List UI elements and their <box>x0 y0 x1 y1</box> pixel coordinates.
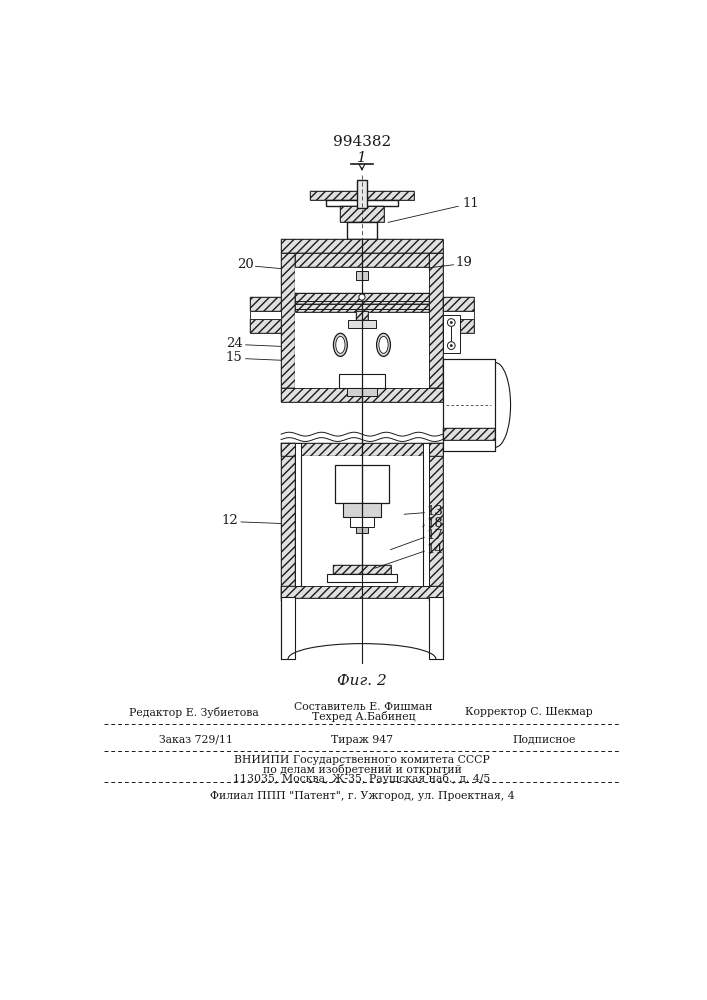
Bar <box>351 517 373 527</box>
Text: Подписное: Подписное <box>513 735 576 745</box>
Bar <box>281 253 295 388</box>
Bar <box>346 388 378 396</box>
Bar <box>281 388 443 402</box>
Text: Тираж 947: Тираж 947 <box>331 735 393 745</box>
Bar <box>346 222 378 239</box>
Text: Заказ 729/11: Заказ 729/11 <box>160 735 233 745</box>
Bar <box>281 443 295 601</box>
Bar <box>281 586 443 598</box>
Bar <box>295 304 429 312</box>
Bar <box>429 253 443 388</box>
Text: 17: 17 <box>426 529 443 542</box>
Bar <box>429 443 443 601</box>
Ellipse shape <box>377 333 390 356</box>
Text: Редактор Е. Зубиетова: Редактор Е. Зубиетова <box>129 707 259 718</box>
Bar <box>281 443 443 456</box>
Bar <box>356 527 368 533</box>
Bar <box>281 253 295 388</box>
Ellipse shape <box>336 336 345 353</box>
Bar <box>429 597 443 659</box>
Text: Составитель Е. Фишман: Составитель Е. Фишман <box>294 702 433 712</box>
Bar <box>295 304 429 312</box>
Bar <box>281 443 443 456</box>
Text: 20: 20 <box>237 258 253 271</box>
Bar <box>443 319 474 333</box>
Bar <box>335 465 389 503</box>
Bar <box>443 428 495 440</box>
Ellipse shape <box>334 333 347 356</box>
Text: по делам изобретений и открытий: по делам изобретений и открытий <box>262 764 462 775</box>
Text: 1: 1 <box>357 151 367 165</box>
Bar <box>281 239 443 253</box>
Bar <box>356 311 368 320</box>
Circle shape <box>450 344 452 347</box>
Bar <box>343 503 381 517</box>
Bar <box>250 311 281 319</box>
Bar <box>281 388 443 402</box>
Bar <box>326 200 398 206</box>
Text: 13: 13 <box>426 505 443 518</box>
Bar <box>339 374 385 388</box>
Bar <box>333 565 391 574</box>
Bar <box>340 206 383 222</box>
Bar <box>443 315 460 353</box>
Bar <box>281 239 443 253</box>
Text: 12: 12 <box>221 514 238 527</box>
Bar <box>250 319 281 333</box>
Text: Филиал ППП "Патент", г. Ужгород, ул. Проектная, 4: Филиал ППП "Патент", г. Ужгород, ул. Про… <box>210 791 514 801</box>
Bar <box>295 293 429 304</box>
Bar <box>356 271 368 280</box>
Bar <box>333 565 391 574</box>
Text: 18: 18 <box>426 517 443 530</box>
Circle shape <box>448 319 455 326</box>
Circle shape <box>359 294 365 300</box>
Bar <box>423 443 429 586</box>
Text: 24: 24 <box>226 337 243 350</box>
Bar <box>356 311 368 320</box>
Bar <box>443 311 474 319</box>
Bar <box>429 443 443 601</box>
Bar <box>250 297 281 311</box>
Bar <box>340 206 383 222</box>
Text: Корректор С. Шекмар: Корректор С. Шекмар <box>465 707 593 717</box>
Bar <box>429 253 443 388</box>
Text: Техред А.Бабинец: Техред А.Бабинец <box>312 711 415 722</box>
Bar <box>301 456 423 586</box>
Bar <box>250 319 281 333</box>
Text: ВНИИПИ Государственного комитета СССР: ВНИИПИ Государственного комитета СССР <box>234 755 490 765</box>
Bar <box>356 180 368 208</box>
Bar <box>310 191 414 200</box>
Bar <box>281 597 295 659</box>
Text: 15: 15 <box>226 351 243 364</box>
Text: 11: 11 <box>462 197 479 210</box>
Bar <box>295 293 429 304</box>
Bar <box>295 253 429 267</box>
Bar <box>281 586 443 598</box>
Bar <box>295 443 301 586</box>
Text: Фиг. 2: Фиг. 2 <box>337 674 387 688</box>
Ellipse shape <box>379 336 388 353</box>
Bar <box>281 443 295 601</box>
Circle shape <box>450 321 452 324</box>
Bar <box>443 319 474 333</box>
Text: 14: 14 <box>426 543 443 556</box>
Bar <box>443 297 474 311</box>
Text: 113035, Москва, Ж-35, Раушская наб., д. 4/5: 113035, Москва, Ж-35, Раушская наб., д. … <box>233 773 491 784</box>
Bar <box>348 320 376 328</box>
Circle shape <box>448 342 455 349</box>
Bar <box>327 574 397 582</box>
Bar <box>310 191 414 200</box>
Bar <box>443 359 495 451</box>
Bar <box>443 297 474 311</box>
Bar <box>250 297 281 311</box>
Bar <box>443 428 495 440</box>
Text: 19: 19 <box>456 256 473 269</box>
Bar <box>295 253 429 267</box>
Text: 994382: 994382 <box>333 135 391 149</box>
Bar <box>295 253 429 388</box>
